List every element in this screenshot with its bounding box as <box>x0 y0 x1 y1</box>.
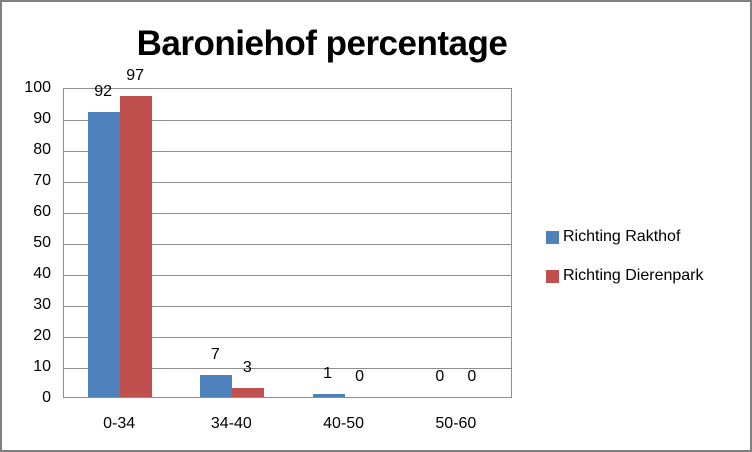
y-axis-tick-label: 40 <box>33 265 51 282</box>
legend: Richting Rakthof Richting Dierenpark <box>546 228 704 285</box>
bar <box>120 96 153 397</box>
y-axis-tick-label: 100 <box>24 79 51 96</box>
x-axis-category-label: 40-50 <box>323 415 365 432</box>
bar <box>232 387 265 397</box>
y-axis-tick-label: 50 <box>33 234 51 251</box>
bar-value-label: 0 <box>435 368 445 385</box>
gridline <box>64 244 511 245</box>
plot-area <box>63 88 512 398</box>
bar-value-label: 0 <box>355 368 365 385</box>
gridline <box>64 120 511 121</box>
x-axis-category-label: 50-60 <box>435 415 477 432</box>
y-axis-tick-label: 90 <box>33 110 51 127</box>
y-axis-tick-label: 30 <box>33 296 51 313</box>
bar-value-label: 7 <box>210 346 220 364</box>
y-axis-tick-label: 80 <box>33 141 51 158</box>
y-axis-tick-label: 60 <box>33 203 51 220</box>
x-axis-category-label: 34-40 <box>210 415 252 432</box>
gridline <box>64 213 511 214</box>
y-axis-tick-label: 20 <box>33 327 51 344</box>
gridline <box>64 151 511 152</box>
legend-color-swatch <box>546 231 559 244</box>
bar-value-label: 92 <box>94 82 113 100</box>
legend-item: Richting Rakthof <box>546 228 704 246</box>
y-axis-tick-label: 10 <box>33 358 51 375</box>
y-axis-tick-label: 0 <box>42 389 51 406</box>
legend-label: Richting Rakthof <box>563 228 681 245</box>
gridline <box>64 337 511 338</box>
legend-label: Richting Dierenpark <box>563 267 704 284</box>
bar-value-label: 97 <box>126 67 145 85</box>
gridline <box>64 182 511 183</box>
bar <box>88 111 121 397</box>
bar-value-label: 0 <box>467 368 477 385</box>
bar-value-label: 1 <box>323 364 333 382</box>
gridline <box>64 306 511 307</box>
bar <box>312 393 345 397</box>
y-axis-tick-label: 70 <box>33 172 51 189</box>
bar <box>200 375 233 397</box>
gridline <box>64 368 511 369</box>
bar-value-label: 3 <box>242 358 252 376</box>
x-axis-category-label: 0-34 <box>103 415 136 432</box>
gridline <box>64 275 511 276</box>
legend-item: Richting Dierenpark <box>546 267 704 285</box>
chart-title: Baroniehof percentage <box>136 24 508 63</box>
legend-color-swatch <box>546 270 559 283</box>
